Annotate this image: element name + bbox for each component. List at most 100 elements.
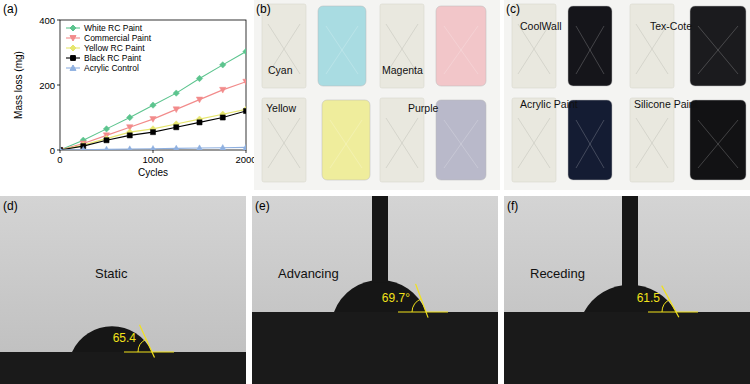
series-marker xyxy=(127,114,133,120)
x-tick xyxy=(153,150,154,153)
series-marker xyxy=(60,147,63,150)
angle-arc xyxy=(662,300,669,312)
series-marker xyxy=(103,146,109,150)
series-line xyxy=(60,52,246,150)
baseline xyxy=(648,311,698,312)
colored-sample xyxy=(690,100,746,180)
series-marker xyxy=(220,115,225,120)
series-marker xyxy=(196,97,202,103)
y-tick xyxy=(57,85,60,86)
series-line xyxy=(60,82,246,150)
panel-label: (f) xyxy=(507,199,518,213)
baseline xyxy=(124,351,174,352)
sample-label: Silicone Paint xyxy=(634,98,698,110)
measurement-label: Receding xyxy=(530,266,585,281)
scratch-mark xyxy=(576,26,604,74)
baseline xyxy=(398,311,448,312)
tangent-line xyxy=(662,286,679,318)
series-marker xyxy=(150,117,156,123)
series-marker xyxy=(127,146,133,150)
figure: (a)0100020000200400CyclesMass loss (mg)W… xyxy=(0,0,750,384)
x-axis-label: Cycles xyxy=(138,167,168,178)
plot-frame xyxy=(60,20,246,150)
series-marker xyxy=(243,108,246,113)
y-tick-label: 200 xyxy=(39,80,55,91)
measurement-label: Advancing xyxy=(278,266,339,281)
substrate xyxy=(504,312,750,384)
series-marker xyxy=(243,79,246,85)
scratch-mark xyxy=(518,118,550,168)
scratch-mark xyxy=(444,26,478,74)
needle xyxy=(372,196,388,283)
needle xyxy=(622,196,638,288)
panel-a: (a)0100020000200400CyclesMass loss (mg)W… xyxy=(3,2,257,178)
series-marker xyxy=(243,106,246,112)
scratch-mark xyxy=(576,120,604,168)
legend-label: Commercial Paint xyxy=(84,33,152,43)
measurement-label: Static xyxy=(95,266,128,281)
sample-label: Acrylic Paint xyxy=(520,98,578,110)
legend-label: Black RC Paint xyxy=(84,53,142,63)
contact-angle-image xyxy=(0,196,246,384)
legend-marker xyxy=(70,45,76,51)
photo-panel: CyanMagentaYellowPurple(b) xyxy=(254,0,500,190)
scratch-mark xyxy=(636,118,668,168)
colored-sample xyxy=(318,6,366,86)
series-marker xyxy=(173,145,179,150)
series-marker xyxy=(173,107,179,113)
legend-marker xyxy=(70,25,76,31)
legend-label: Yellow RC Paint xyxy=(84,43,145,53)
sample-label: CoolWall xyxy=(520,20,562,32)
white-sample xyxy=(262,4,306,88)
sample-label: Yellow xyxy=(266,102,296,114)
series-marker xyxy=(220,62,226,68)
image-background xyxy=(252,196,498,384)
plot-data xyxy=(60,48,246,150)
series-marker xyxy=(103,126,109,132)
legend-marker xyxy=(70,36,76,41)
series-marker xyxy=(127,133,132,138)
colored-sample xyxy=(322,100,370,180)
y-tick xyxy=(57,150,60,151)
image-background xyxy=(0,196,246,384)
series-marker xyxy=(150,146,156,151)
angle-arc xyxy=(412,299,421,312)
y-tick xyxy=(57,20,60,21)
angle-label: 61.5 xyxy=(637,291,661,305)
angle-label: 65.4 xyxy=(113,331,137,345)
y-axis-label: Mass loss (mg) xyxy=(13,51,24,119)
contact-angle-image xyxy=(252,196,498,384)
legend-label: White RC Paint xyxy=(84,23,143,33)
substrate xyxy=(252,312,498,384)
sample-label: Tex-Cote xyxy=(650,20,692,32)
white-sample xyxy=(630,98,674,182)
series-marker xyxy=(103,135,109,141)
x-tick-label: 0 xyxy=(57,154,62,165)
scratch-mark xyxy=(386,118,418,168)
sample-label: Magenta xyxy=(382,64,423,76)
panel-label: (b) xyxy=(256,2,271,16)
panel-label: (e) xyxy=(255,199,270,213)
contact-angle-image xyxy=(504,196,750,384)
legend-label: Acrylic Control xyxy=(84,63,139,73)
y-tick-label: 400 xyxy=(39,15,55,26)
panel-label: (d) xyxy=(3,199,18,213)
x-tick xyxy=(246,150,247,153)
white-sample xyxy=(512,98,556,182)
contact-angle-panel: 65.4 Static (d) xyxy=(0,196,246,384)
legend-marker xyxy=(70,65,76,70)
series-line xyxy=(60,111,246,150)
scratch-mark xyxy=(698,26,738,74)
scratch-mark xyxy=(268,118,300,168)
droplet xyxy=(584,285,676,312)
series-marker xyxy=(80,146,86,150)
photo-background xyxy=(254,0,500,190)
contact-angle-panel: 69.7°Advancing(e) xyxy=(252,196,498,384)
y-tick-label: 0 xyxy=(50,145,55,156)
series-marker xyxy=(196,145,202,150)
legend: White RC PaintCommercial PaintYellow RC … xyxy=(66,23,152,73)
colored-sample xyxy=(568,6,612,86)
scratch-mark xyxy=(698,120,738,168)
scratch-mark xyxy=(330,120,362,168)
white-sample xyxy=(380,4,424,88)
